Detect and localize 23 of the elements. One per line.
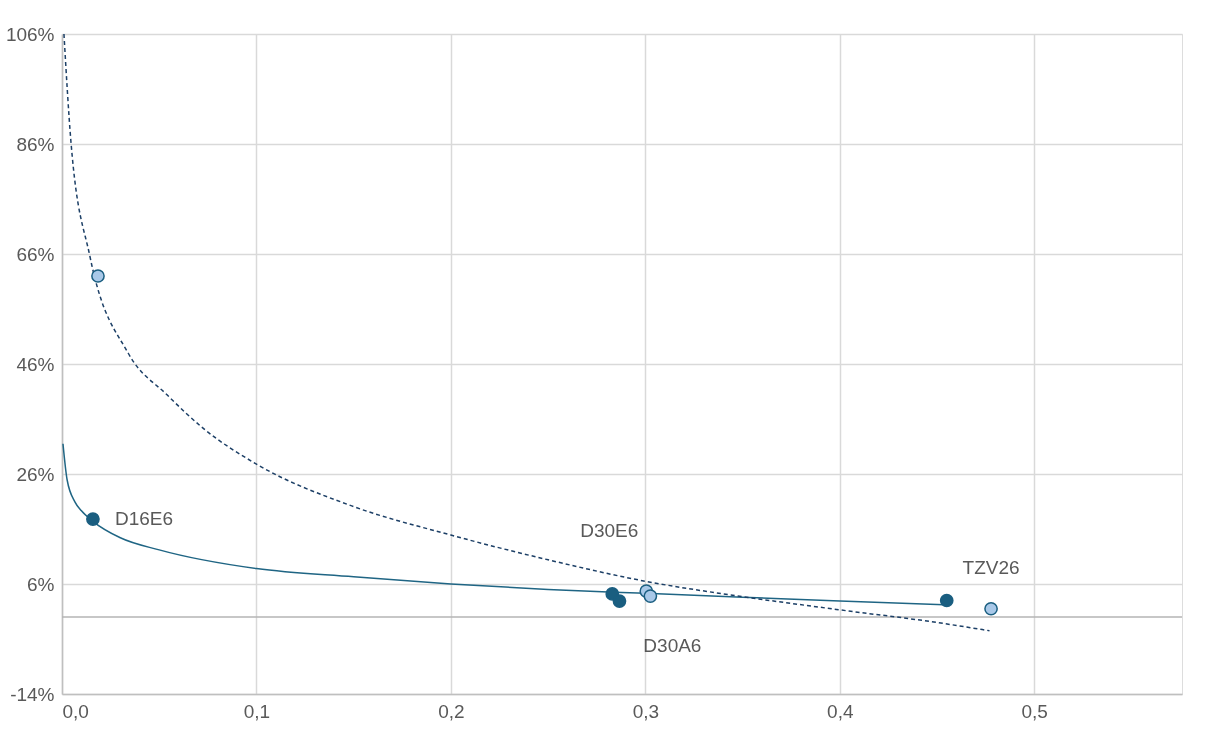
point bbox=[984, 601, 998, 616]
point bbox=[939, 593, 954, 608]
y-tick-label: 106% bbox=[5, 23, 55, 45]
x-tick-label: 0,0 bbox=[62, 700, 89, 722]
x-tick-label: 0,2 bbox=[438, 700, 465, 722]
y-tick-label: 6% bbox=[27, 573, 55, 595]
y-tick-label: 46% bbox=[16, 353, 55, 375]
y-tick-label: 26% bbox=[16, 463, 55, 485]
point bbox=[643, 589, 658, 603]
annotation: D16E6 bbox=[114, 508, 174, 530]
point bbox=[91, 269, 105, 283]
annotation: D30A6 bbox=[643, 635, 702, 657]
y-tick-label: -14% bbox=[10, 683, 55, 705]
annotation: D30E6 bbox=[580, 519, 639, 541]
y-tick-label: 86% bbox=[16, 133, 55, 155]
y-tick-label: 66% bbox=[16, 243, 55, 265]
x-tick-label: 0,4 bbox=[827, 700, 854, 722]
x-tick-label: 0,5 bbox=[1021, 700, 1048, 722]
x-tick-label: 0,3 bbox=[632, 700, 660, 722]
point bbox=[86, 512, 100, 526]
x-tick-label: 0,1 bbox=[243, 700, 271, 722]
point bbox=[612, 594, 627, 608]
annotation: TZV26 bbox=[962, 556, 1020, 578]
